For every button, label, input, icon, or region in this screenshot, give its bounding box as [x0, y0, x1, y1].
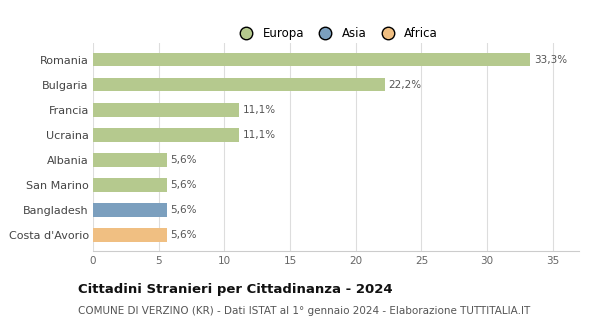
Text: 5,6%: 5,6%: [170, 155, 197, 165]
Bar: [93, 103, 239, 116]
Text: 5,6%: 5,6%: [170, 205, 197, 215]
Bar: [93, 153, 167, 167]
Text: 11,1%: 11,1%: [243, 130, 276, 140]
Legend: Europa, Asia, Africa: Europa, Asia, Africa: [229, 22, 443, 44]
Bar: [93, 178, 167, 192]
Text: 11,1%: 11,1%: [243, 105, 276, 115]
Text: 22,2%: 22,2%: [389, 80, 422, 90]
Text: COMUNE DI VERZINO (KR) - Dati ISTAT al 1° gennaio 2024 - Elaborazione TUTTITALIA: COMUNE DI VERZINO (KR) - Dati ISTAT al 1…: [78, 306, 530, 316]
Text: 5,6%: 5,6%: [170, 180, 197, 190]
Bar: [93, 53, 530, 67]
Text: 5,6%: 5,6%: [170, 230, 197, 240]
Bar: [93, 228, 167, 242]
Text: 33,3%: 33,3%: [535, 54, 568, 65]
Bar: [93, 78, 385, 92]
Bar: [93, 128, 239, 141]
Text: Cittadini Stranieri per Cittadinanza - 2024: Cittadini Stranieri per Cittadinanza - 2…: [78, 283, 392, 296]
Bar: [93, 203, 167, 217]
